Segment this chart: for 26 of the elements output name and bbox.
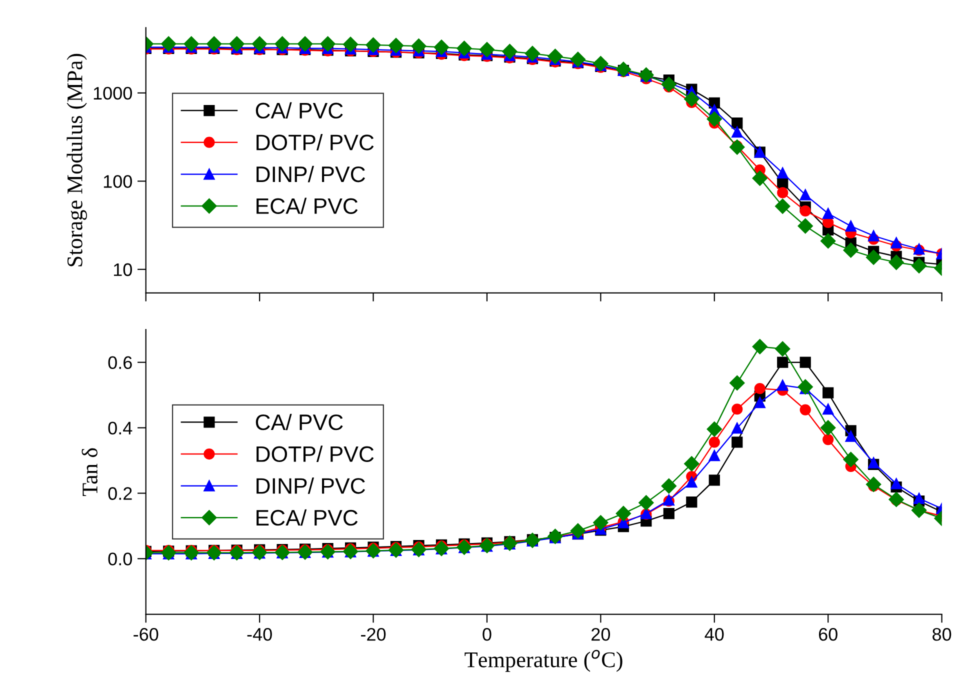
y-tick-label: 0.6	[108, 356, 132, 370]
x-tick-label: 80	[932, 628, 952, 641]
x-tick-label: 40	[704, 628, 724, 641]
y-tick-label: 100	[104, 175, 132, 188]
y-tick-label: 0.2	[108, 487, 132, 500]
legend-label: DINP/ PVC	[256, 166, 366, 182]
legend-label: ECA/ PVC	[256, 198, 358, 214]
y-tick-label: 0.0	[108, 552, 132, 566]
legend-label: ECA/ PVC	[256, 509, 358, 526]
legend-label: CA/ PVC	[256, 102, 343, 119]
x-axis-title: Temperature ($^{o}$C)	[464, 650, 622, 672]
y-tick-label: 0.4	[108, 422, 132, 434]
legend-label: CA/ PVC	[256, 414, 343, 430]
x-tick-label: 0	[482, 628, 492, 641]
legend-label: DOTP/ PVC	[256, 134, 374, 150]
y-axis-title: Tan δ	[82, 448, 98, 496]
x-tick-label: 60	[818, 628, 838, 641]
x-tick-label: -60	[134, 628, 158, 641]
x-tick-label: -40	[247, 628, 272, 641]
x-tick-label: -20	[361, 628, 386, 641]
y-tick-label: 1000	[94, 86, 132, 100]
x-tick-label: 20	[592, 628, 610, 641]
legend-label: DINP/ PVC	[256, 478, 366, 494]
y-tick-label: 10	[114, 263, 132, 276]
legend-label: DOTP/ PVC	[256, 446, 374, 462]
y-axis-title: Storage Modulus (MPa)	[66, 54, 87, 266]
